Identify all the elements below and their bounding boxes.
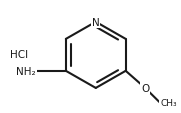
Text: NH₂: NH₂	[16, 66, 36, 76]
Text: CH₃: CH₃	[160, 98, 177, 107]
Text: O: O	[141, 83, 149, 93]
Text: N: N	[92, 18, 100, 28]
Text: HCl: HCl	[10, 49, 29, 59]
